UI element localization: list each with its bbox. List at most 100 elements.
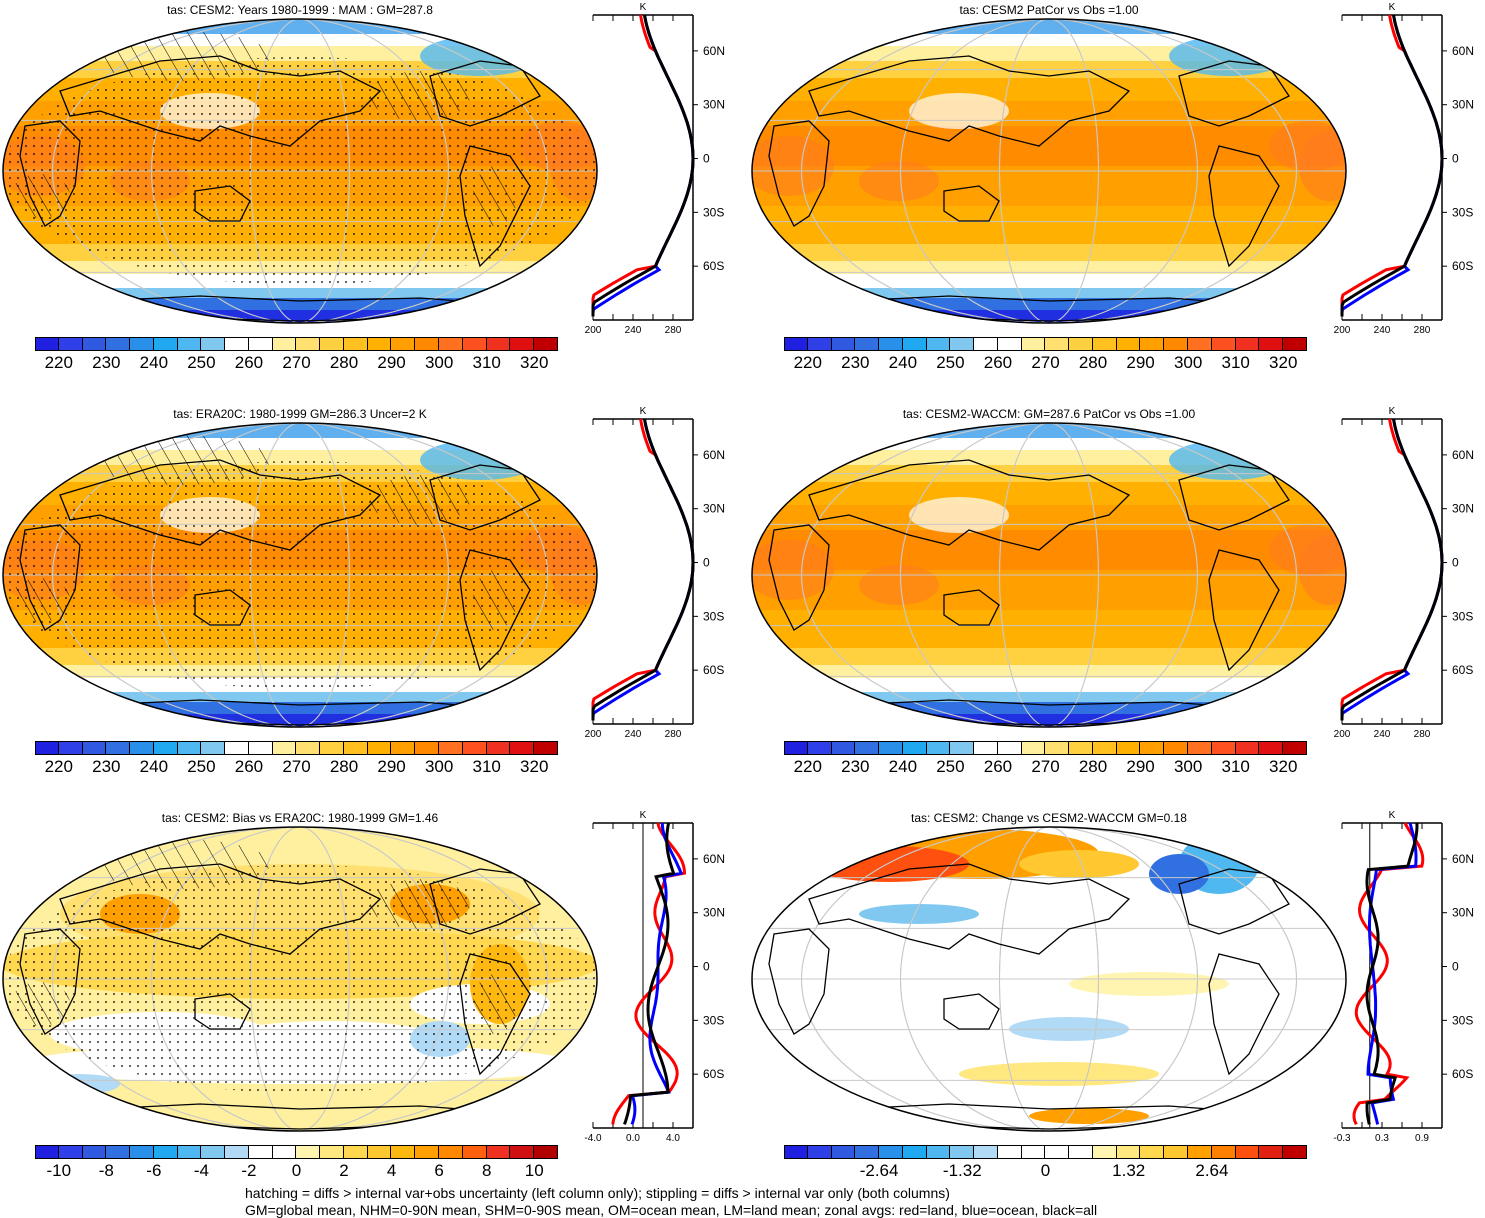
zonal-x-tick-label: 280 [1414, 325, 1431, 336]
colorbar-tick-label: 8 [481, 1161, 492, 1180]
zonal-x-tick-label: 240 [625, 325, 642, 336]
zonal-plot-3: K 60N 30N 0 30S 60S 200 240 280 [585, 406, 725, 740]
colorbar-3 [35, 741, 558, 755]
footer-line-1: hatching = diffs > internal var+obs unce… [245, 1185, 950, 1201]
colorbar-tick-label: 290 [377, 757, 406, 776]
zonal-plot-1: K 60N 30N 0 30S 60S 200 240 280 [585, 2, 725, 336]
colorbar-tick-label: 280 [1078, 353, 1108, 372]
zonal-lat-label: 30S [703, 1013, 724, 1027]
zonal-lat-label: 60N [1452, 448, 1474, 462]
colorbar-tick-label: 230 [92, 757, 121, 776]
zonal-lat-label: 0 [1452, 152, 1459, 166]
zonal-lat-label: 0 [703, 960, 710, 974]
colorbar-tick-label: 220 [793, 757, 822, 776]
colorbar-tick-label: 4 [386, 1161, 397, 1180]
zonal-lat-label: 30S [1452, 205, 1473, 219]
panel-title-1: tas: CESM2: Years 1980-1999 : MAM : GM=2… [167, 3, 433, 17]
colorbar-tick-label: 290 [1126, 353, 1155, 372]
zonal-x-tick-label: 280 [665, 729, 682, 740]
map-panel-2 [751, 18, 1347, 324]
zonal-lat-label: 60S [1452, 663, 1473, 677]
colorbar-tick-label: -6 [146, 1161, 162, 1180]
zonal-plot-6: K 60N 30N 0 30S 60S -0.3 0.3 0.9 [1333, 810, 1474, 1144]
zonal-x-tick-label: 240 [1374, 325, 1391, 336]
zonal-unit-label: K [640, 406, 647, 417]
panel-title-5: tas: CESM2: Bias vs ERA20C: 1980-1999 GM… [161, 811, 439, 825]
colorbar-tick-label: 270 [1031, 353, 1060, 372]
colorbar-tick-label: 240 [888, 353, 918, 372]
colorbar-tick-label: 270 [1031, 757, 1060, 776]
colorbar-tick-label: 310 [472, 757, 501, 776]
zonal-plot-2: K 60N 30N 0 30S 60S 200 240 280 [1334, 2, 1474, 336]
colorbar-tick-label: 320 [520, 757, 549, 776]
colorbar-tick-label: 290 [1126, 757, 1155, 776]
colorbar-tick-label: -2.64 [859, 1161, 899, 1180]
zonal-unit-label: K [1389, 2, 1396, 13]
zonal-x-tick-label: 280 [1414, 729, 1431, 740]
colorbar-tick-label: -4 [193, 1161, 209, 1180]
colorbar-tick-label: 280 [329, 353, 359, 372]
zonal-x-tick-label: 200 [585, 325, 602, 336]
map-panel-3 [2, 422, 598, 728]
colorbar-tick-label: -2 [241, 1161, 257, 1180]
colorbar-tick-label: 250 [187, 757, 216, 776]
zonal-x-tick-label: 200 [1334, 325, 1351, 336]
colorbar-tick-label: 6 [434, 1161, 444, 1180]
colorbar-tick-label: 1.32 [1112, 1161, 1146, 1180]
zonal-lat-label: 0 [703, 556, 710, 570]
zonal-lat-label: 60N [703, 852, 725, 866]
zonal-unit-label: K [640, 2, 647, 13]
colorbar-tick-label: 260 [983, 353, 1013, 372]
colorbar-tick-label: 0 [1040, 1161, 1051, 1180]
colorbar-5 [35, 1145, 558, 1159]
colorbar-tick-label: 230 [841, 353, 870, 372]
colorbar-tick-label: -10 [46, 1161, 72, 1180]
colorbar-tick-label: 220 [793, 353, 822, 372]
zonal-plot-5: K 60N 30N 0 30S 60S -4.0 0.0 4.0 [584, 810, 725, 1144]
zonal-lat-label: 30S [1452, 1013, 1473, 1027]
zonal-x-tick-label: 0.9 [1415, 1133, 1429, 1144]
zonal-lat-label: 30S [703, 205, 724, 219]
zonal-lat-label: 60N [1452, 852, 1474, 866]
colorbar-tick-label: 260 [234, 757, 264, 776]
zonal-x-tick-label: 240 [625, 729, 642, 740]
zonal-lat-label: 0 [1452, 556, 1459, 570]
zonal-lat-label: 30S [1452, 609, 1473, 623]
zonal-unit-label: K [1389, 810, 1396, 821]
colorbar-tick-label: 300 [424, 757, 454, 776]
zonal-lat-label: 30N [703, 98, 725, 112]
zonal-lat-label: 60N [1452, 44, 1474, 58]
colorbar-tick-label: 310 [472, 353, 501, 372]
panel-title-3: tas: ERA20C: 1980-1999 GM=286.3 Uncer=2 … [173, 407, 427, 421]
colorbar-tick-label: 230 [841, 757, 870, 776]
zonal-unit-label: K [1389, 406, 1396, 417]
colorbar-tick-label: 250 [936, 353, 965, 372]
colorbar-tick-label: 240 [139, 757, 169, 776]
zonal-x-tick-label: 4.0 [666, 1133, 680, 1144]
colorbar-tick-label: 220 [44, 757, 73, 776]
zonal-x-tick-label: 280 [665, 325, 682, 336]
colorbar-tick-label: 240 [888, 757, 918, 776]
colorbar-tick-label: 320 [1269, 353, 1298, 372]
colorbar-6 [784, 1145, 1307, 1159]
colorbar-tick-label: 0 [291, 1161, 302, 1180]
colorbar-tick-label: 250 [187, 353, 216, 372]
zonal-x-tick-label: 200 [585, 729, 602, 740]
colorbar-tick-label: 10 [524, 1161, 544, 1180]
map-panel-6 [751, 826, 1347, 1132]
colorbar-tick-label: -1.32 [942, 1161, 982, 1180]
zonal-x-tick-label: -4.0 [584, 1133, 602, 1144]
colorbar-tick-label: 290 [377, 353, 406, 372]
panel-title-6: tas: CESM2: Change vs CESM2-WACCM GM=0.1… [911, 811, 1187, 825]
footer-line-2: GM=global mean, NHM=0-90N mean, SHM=0-90… [245, 1202, 1098, 1218]
colorbar-tick-label: 310 [1221, 757, 1250, 776]
colorbar-tick-label: 260 [234, 353, 264, 372]
zonal-lat-label: 60N [703, 44, 725, 58]
colorbar-tick-label: 2 [339, 1161, 349, 1180]
map-panel-4 [751, 422, 1347, 728]
colorbar-tick-label: 320 [1269, 757, 1298, 776]
panel-title-4: tas: CESM2-WACCM: GM=287.6 PatCor vs Obs… [902, 407, 1196, 421]
zonal-lat-label: 60S [703, 1067, 724, 1081]
colorbar-tick-label: 250 [936, 757, 965, 776]
zonal-lat-label: 30S [703, 609, 724, 623]
